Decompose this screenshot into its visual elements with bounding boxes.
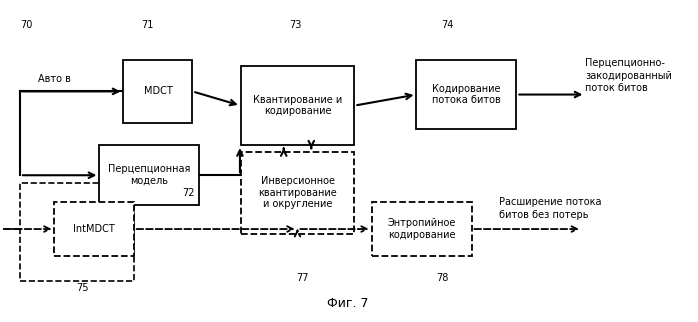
Text: MDCT: MDCT [144, 86, 172, 96]
Bar [371, 202, 472, 256]
Text: Кодирование
потока битов: Кодирование потока битов [432, 84, 500, 105]
Bar [99, 145, 199, 205]
Text: 77: 77 [297, 273, 309, 283]
Text: Квантирование и
кодирование: Квантирование и кодирование [253, 95, 342, 117]
Bar [417, 60, 517, 129]
Text: Авто в: Авто в [38, 74, 71, 84]
Text: Энтропийное
кодирование: Энтропийное кодирование [387, 218, 456, 240]
Text: 74: 74 [441, 20, 454, 30]
Text: Расширение потока
битов без потерь: Расширение потока битов без потерь [499, 197, 602, 220]
Text: 78: 78 [436, 273, 449, 283]
Bar [241, 152, 355, 234]
Text: Перцепционно-
закодированный
поток битов: Перцепционно- закодированный поток битов [586, 58, 672, 93]
Bar [20, 183, 134, 281]
Bar [241, 66, 355, 145]
Text: 73: 73 [290, 20, 302, 30]
Text: 75: 75 [76, 283, 89, 293]
Bar [54, 202, 134, 256]
Text: Фиг. 7: Фиг. 7 [327, 297, 369, 310]
Text: Перцепционная
модель: Перцепционная модель [108, 165, 191, 186]
Text: 70: 70 [20, 20, 32, 30]
Text: Инверсионное
квантирование
и округление: Инверсионное квантирование и округление [258, 176, 337, 209]
Text: 71: 71 [142, 20, 154, 30]
Text: 72: 72 [183, 188, 195, 198]
Text: IntMDCT: IntMDCT [73, 224, 115, 234]
Bar [124, 60, 193, 123]
